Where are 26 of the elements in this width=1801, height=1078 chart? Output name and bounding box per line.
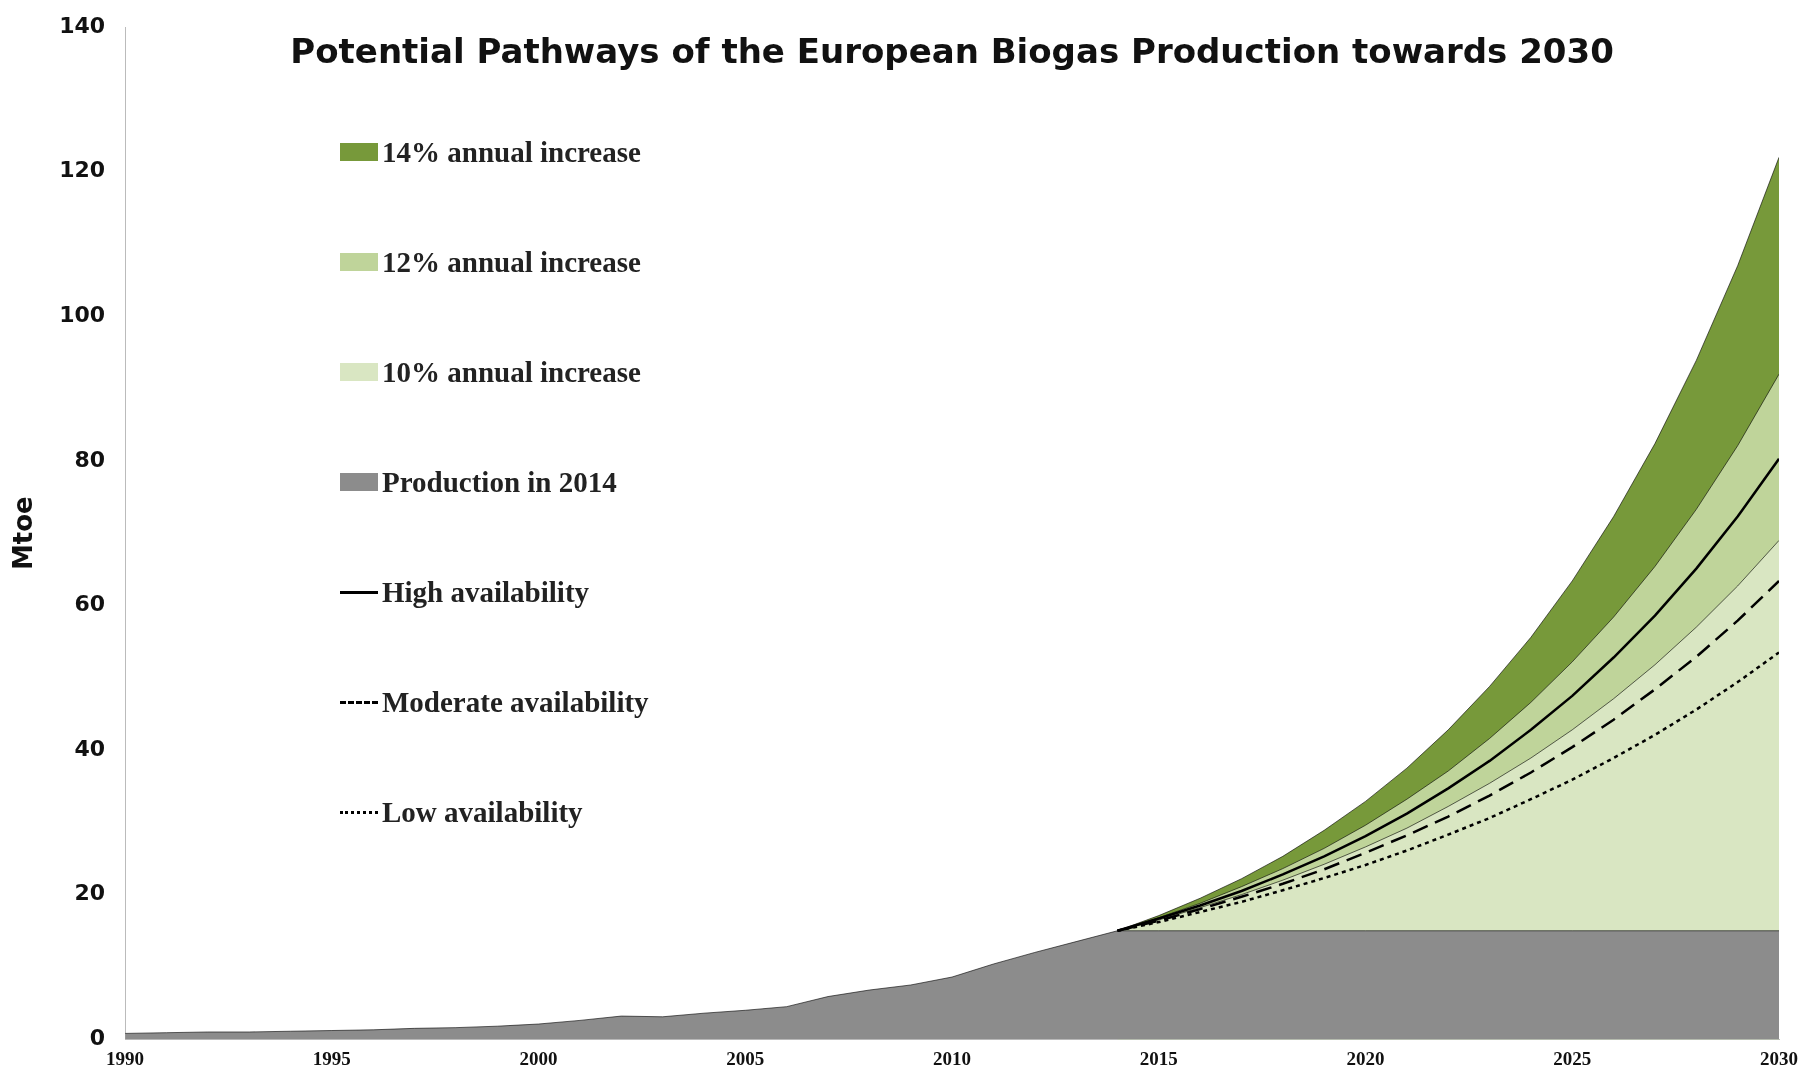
x-tick-label: 2025 <box>1553 1047 1592 1069</box>
legend-label: Low availability <box>382 795 583 829</box>
y-tick-label: 80 <box>74 446 106 472</box>
y-tick-label: 120 <box>59 157 106 183</box>
y-tick-label: 140 <box>59 12 106 38</box>
x-tick-label: 1995 <box>312 1047 351 1069</box>
x-tick-label: 2030 <box>1760 1047 1798 1069</box>
y-tick-label: 40 <box>74 735 106 761</box>
x-tick-label: 2000 <box>519 1047 558 1069</box>
y-tick-label: 60 <box>74 591 106 617</box>
y-tick-label: 0 <box>89 1024 106 1050</box>
legend-label: Moderate availability <box>382 685 649 719</box>
legend-label: 14% annual increase <box>382 135 641 169</box>
legend-label: Production in 2014 <box>382 465 617 499</box>
y-axis-title: Mtoe <box>8 496 39 571</box>
x-tick-label: 2015 <box>1139 1047 1178 1069</box>
x-tick-label: 2005 <box>726 1047 765 1069</box>
y-tick-label: 100 <box>59 302 106 328</box>
x-tick-label: 2010 <box>933 1047 972 1069</box>
x-tick-label: 1990 <box>106 1047 145 1069</box>
y-tick-label: 20 <box>74 880 106 906</box>
chart-title: Potential Pathways of the European Biogas Production towards 2030 <box>290 31 1614 72</box>
legend-label: 10% annual increase <box>382 355 641 389</box>
legend-label: 12% annual increase <box>382 245 641 279</box>
legend-label: High availability <box>382 575 590 609</box>
x-tick-label: 2020 <box>1346 1047 1385 1069</box>
